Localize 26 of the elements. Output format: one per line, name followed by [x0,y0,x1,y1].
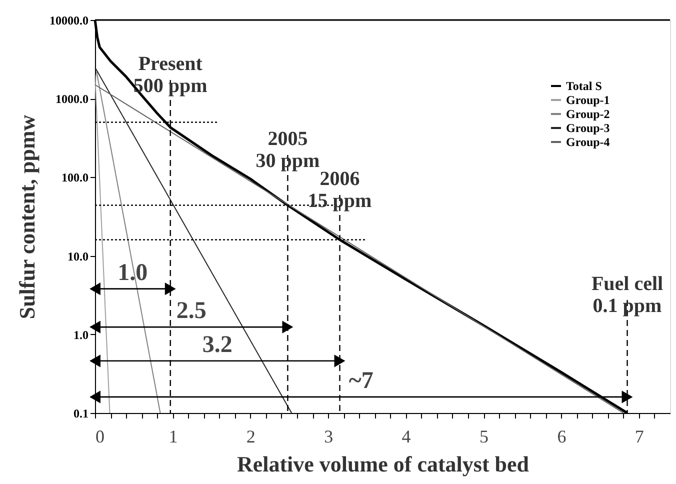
annotation: 3.2 [202,332,232,358]
legend-label: Group-1 [566,93,610,107]
x-tick-label: 7 [634,426,644,446]
y-tick-label: 1000.0 [56,92,88,106]
y-tick-label: 0.1 [74,406,88,420]
legend-label: Group-4 [566,135,610,149]
y-tick-label: 10000.0 [50,14,88,28]
x-tick-label: 5 [480,426,489,446]
legend-label: Total S [566,79,602,93]
y-axis-title: Sulfur content, ppmw [14,114,40,320]
annotation: 2.5 [176,298,206,324]
legend-label: Group-3 [566,121,610,135]
ref-line-label: Present 500 ppm [133,53,208,97]
y-tick-label: 10.0 [68,249,88,264]
y-tick-label: 1.0 [74,328,88,342]
x-tick-label: 1 [168,426,178,446]
x-tick-label: 0 [96,426,104,446]
y-tick-label: 100.0 [62,170,88,185]
legend-label: Group-2 [566,107,610,121]
x-tick-label: 2 [246,426,256,446]
x-axis-title: Relative volume of catalyst bed [236,452,530,476]
x-tick-label: 3 [324,426,334,446]
ref-line-label: Fuel cell 0.1 ppm [591,273,664,317]
annotation: ~7 [348,368,374,394]
x-tick-label: 4 [402,426,411,446]
x-tick-label: 6 [557,426,566,446]
